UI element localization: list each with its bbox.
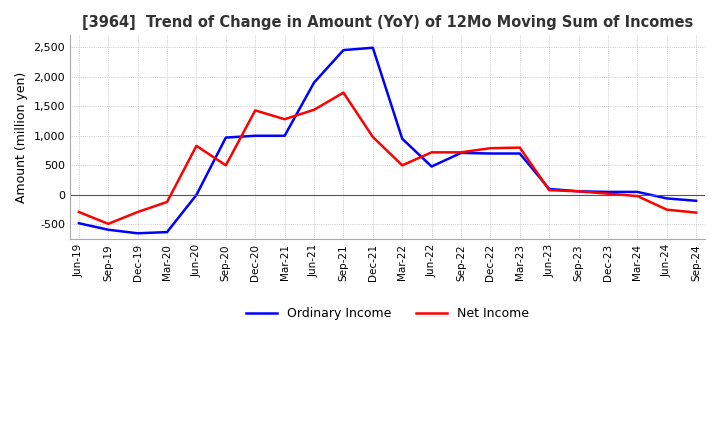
Net Income: [104, 221, 112, 227]
Net Income: [222, 163, 230, 168]
Net Income: [163, 199, 171, 205]
Line: Ordinary Income: Ordinary Income: [79, 48, 696, 233]
Ordinary Income: [339, 48, 348, 53]
Net Income: [192, 143, 201, 148]
Net Income: [516, 145, 524, 150]
Net Income: [310, 107, 318, 113]
Net Income: [662, 207, 671, 212]
Legend: Ordinary Income, Net Income: Ordinary Income, Net Income: [240, 302, 534, 325]
Net Income: [603, 191, 612, 196]
Ordinary Income: [427, 164, 436, 169]
Ordinary Income: [633, 189, 642, 194]
Line: Net Income: Net Income: [79, 93, 696, 224]
Ordinary Income: [486, 151, 495, 156]
Net Income: [486, 146, 495, 151]
Ordinary Income: [310, 80, 318, 85]
Ordinary Income: [163, 229, 171, 235]
Y-axis label: Amount (million yen): Amount (million yen): [15, 72, 28, 203]
Net Income: [692, 210, 701, 215]
Net Income: [545, 187, 554, 193]
Ordinary Income: [692, 198, 701, 203]
Ordinary Income: [456, 150, 465, 156]
Ordinary Income: [516, 151, 524, 156]
Net Income: [427, 150, 436, 155]
Ordinary Income: [280, 133, 289, 139]
Ordinary Income: [369, 45, 377, 51]
Ordinary Income: [192, 192, 201, 198]
Ordinary Income: [545, 186, 554, 191]
Net Income: [251, 108, 259, 113]
Ordinary Income: [575, 189, 583, 194]
Net Income: [280, 117, 289, 122]
Net Income: [75, 209, 84, 215]
Ordinary Income: [222, 135, 230, 140]
Ordinary Income: [104, 227, 112, 232]
Ordinary Income: [251, 133, 259, 139]
Net Income: [575, 189, 583, 194]
Ordinary Income: [133, 231, 142, 236]
Title: [3964]  Trend of Change in Amount (YoY) of 12Mo Moving Sum of Incomes: [3964] Trend of Change in Amount (YoY) o…: [82, 15, 693, 30]
Ordinary Income: [398, 136, 407, 141]
Net Income: [456, 150, 465, 155]
Net Income: [133, 209, 142, 215]
Net Income: [369, 134, 377, 139]
Ordinary Income: [75, 220, 84, 226]
Net Income: [633, 194, 642, 199]
Net Income: [339, 90, 348, 95]
Ordinary Income: [603, 189, 612, 194]
Ordinary Income: [662, 196, 671, 201]
Net Income: [398, 163, 407, 168]
